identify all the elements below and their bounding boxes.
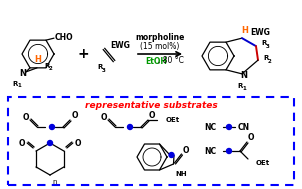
Text: O: O	[248, 133, 254, 143]
Circle shape	[226, 125, 232, 129]
Text: O: O	[149, 112, 155, 121]
Text: R: R	[44, 63, 50, 69]
Text: 2: 2	[49, 66, 53, 71]
Text: O: O	[23, 112, 29, 122]
Circle shape	[169, 153, 174, 157]
Text: +: +	[77, 47, 89, 61]
Text: R: R	[237, 83, 243, 89]
Text: 3: 3	[266, 44, 270, 49]
Text: NC: NC	[204, 146, 216, 156]
Text: NC: NC	[204, 122, 216, 132]
Text: OEt: OEt	[256, 160, 270, 166]
Text: H: H	[34, 55, 41, 64]
Text: 1: 1	[242, 86, 246, 91]
Text: N: N	[240, 71, 248, 80]
Text: O: O	[19, 139, 25, 149]
Text: CN: CN	[238, 122, 250, 132]
Text: (15 mol%): (15 mol%)	[140, 42, 180, 50]
Text: NH: NH	[176, 171, 187, 177]
Text: R: R	[261, 40, 267, 46]
Text: N: N	[20, 69, 27, 78]
Text: 1: 1	[17, 83, 21, 88]
Text: 3: 3	[102, 67, 106, 73]
Circle shape	[47, 140, 53, 146]
Circle shape	[226, 149, 232, 153]
Text: O: O	[75, 139, 81, 149]
Text: , 80 °C: , 80 °C	[158, 57, 184, 66]
Text: n: n	[53, 179, 57, 185]
Text: R: R	[12, 81, 18, 87]
Text: O: O	[182, 146, 189, 156]
Text: EWG: EWG	[250, 28, 270, 37]
Bar	[8, 97, 294, 185]
Text: O: O	[101, 112, 107, 122]
Text: representative substrates: representative substrates	[85, 101, 217, 109]
Text: O: O	[72, 112, 78, 121]
Text: morpholine: morpholine	[135, 33, 185, 43]
Text: EtOH: EtOH	[145, 57, 167, 66]
Text: H: H	[242, 26, 249, 35]
Text: OEt: OEt	[166, 117, 180, 123]
Circle shape	[50, 125, 54, 129]
Text: 2: 2	[268, 59, 272, 64]
Text: R: R	[263, 55, 269, 61]
Text: CHO: CHO	[55, 33, 73, 42]
Text: EWG: EWG	[110, 42, 130, 50]
Circle shape	[127, 125, 133, 129]
Text: R: R	[97, 64, 103, 70]
